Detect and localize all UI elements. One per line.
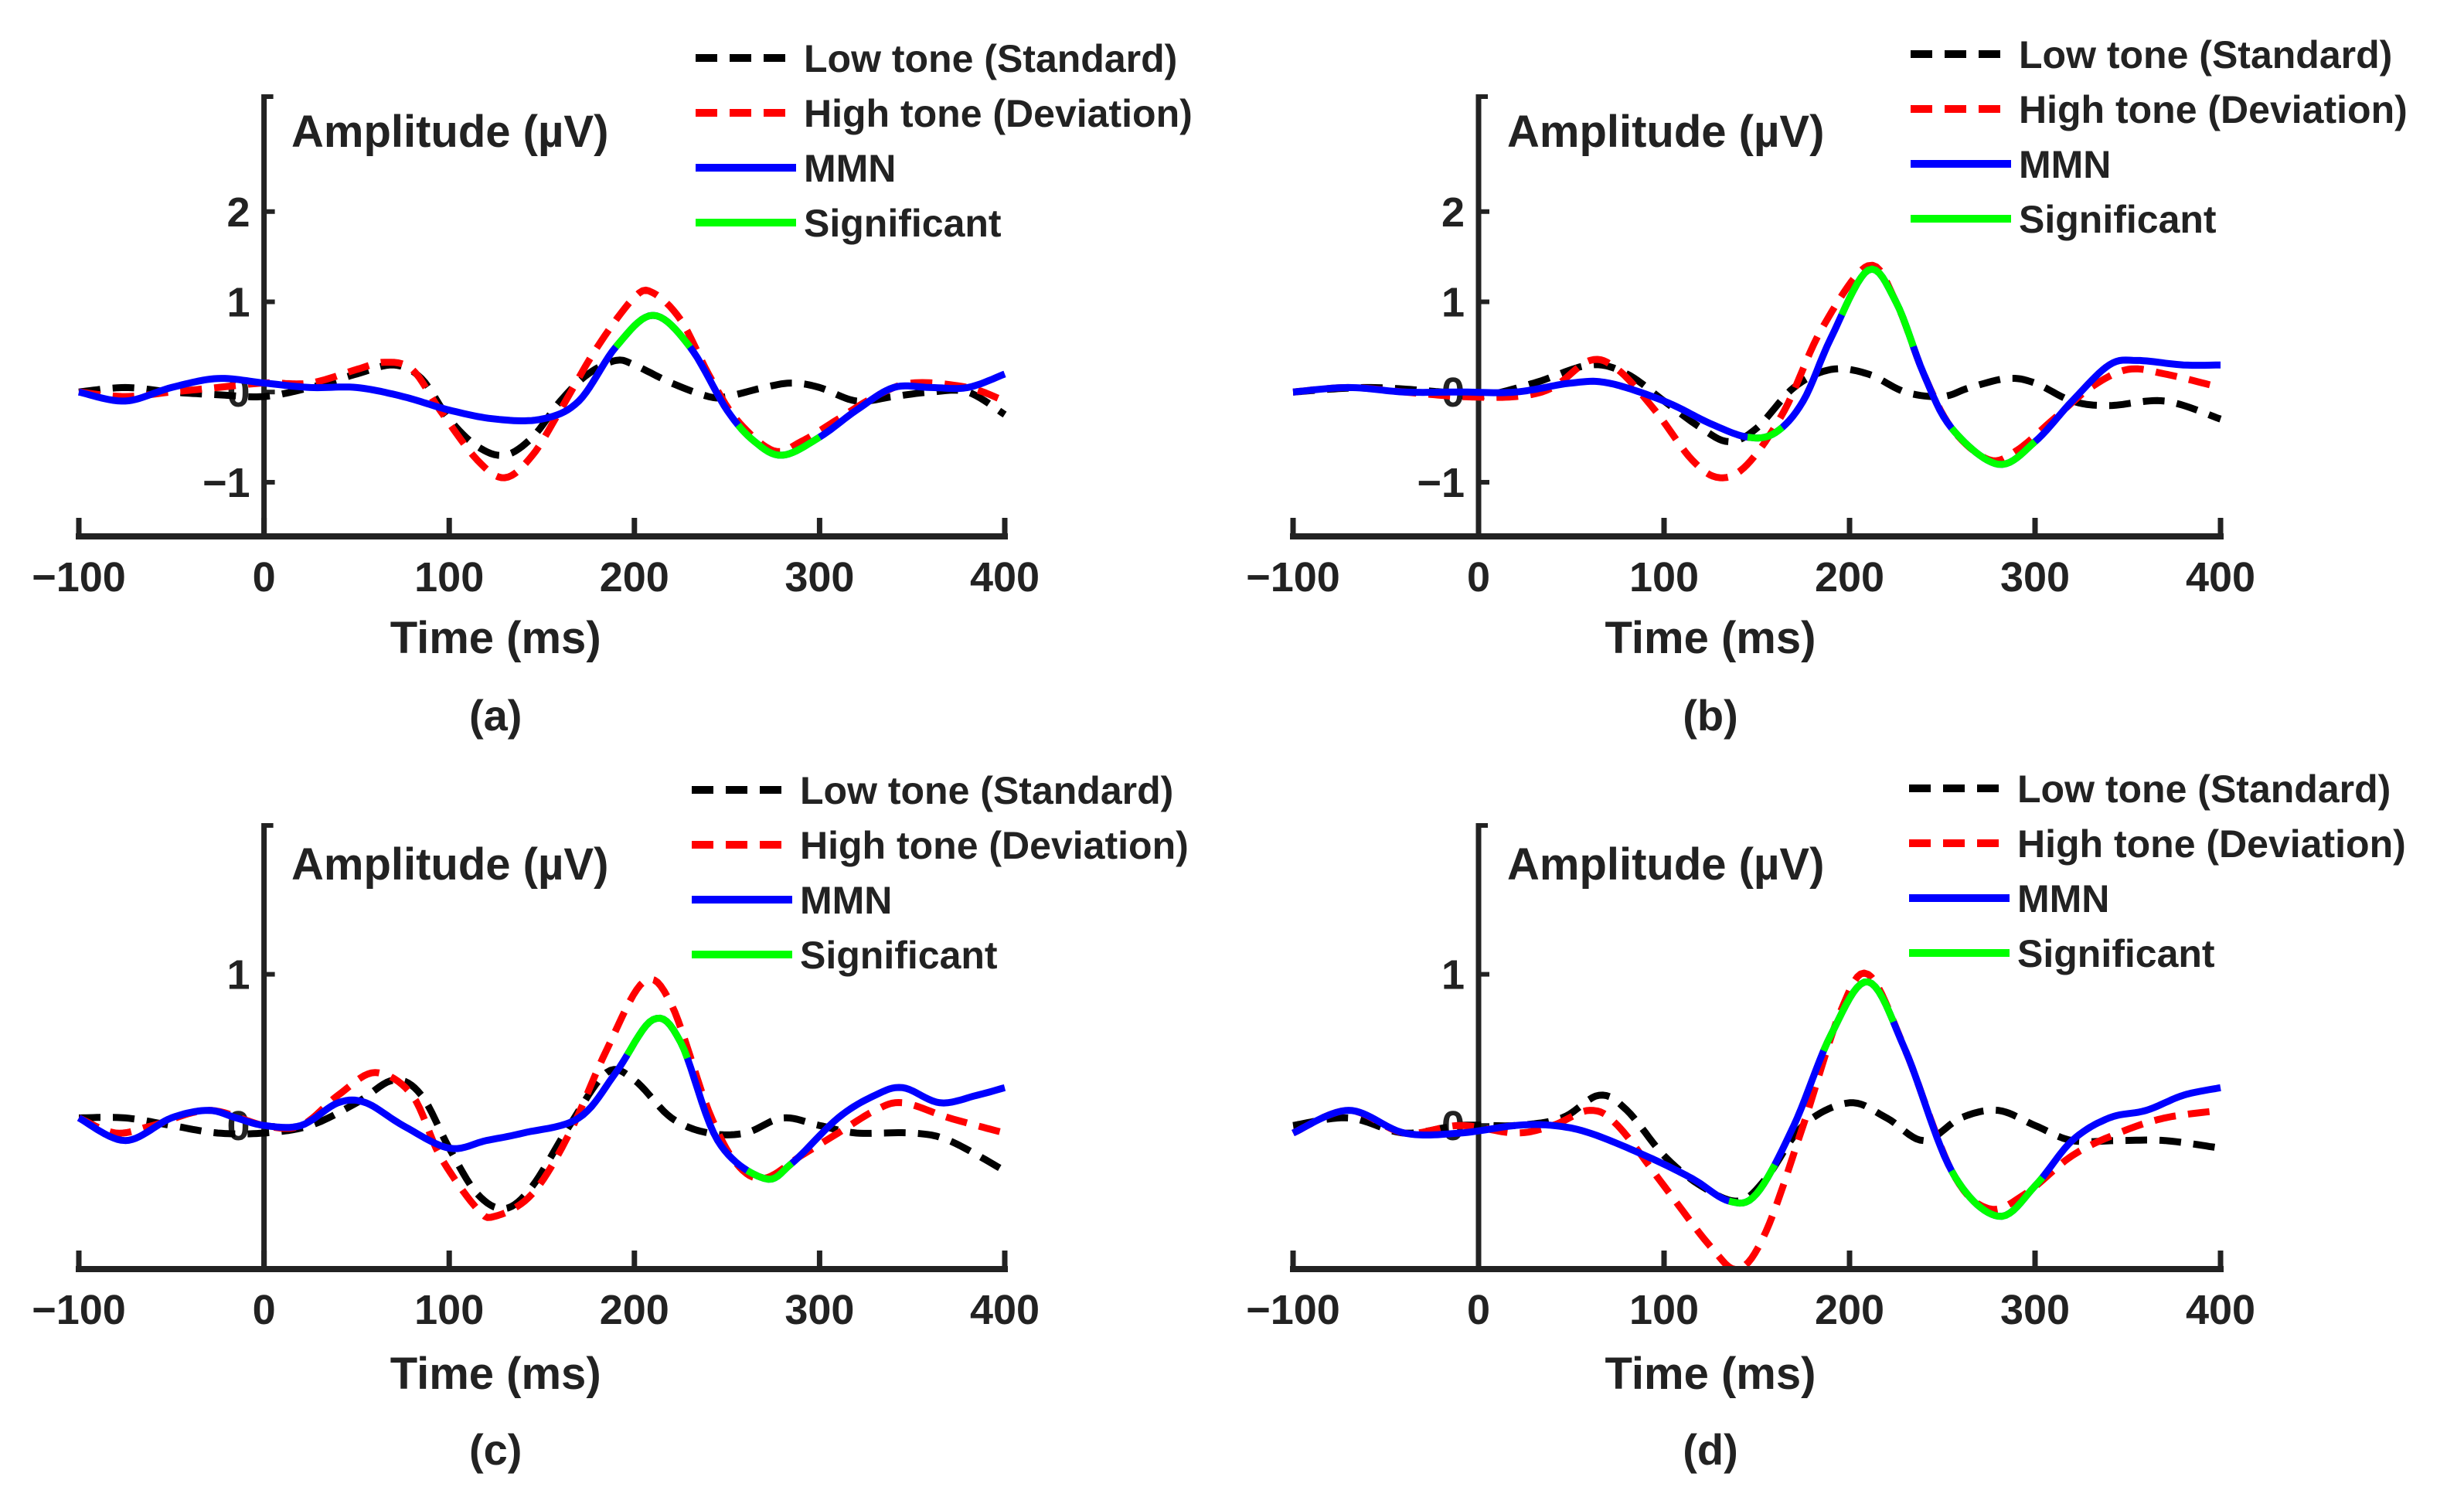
- legend-label: High tone (Deviation): [804, 92, 1193, 135]
- series-line-mmn: [77, 1014, 1006, 1183]
- significant-segment: [613, 311, 693, 349]
- legend-label: MMN: [804, 147, 896, 190]
- x-tick-label: 0: [253, 554, 276, 601]
- y-tick-label: 1: [227, 952, 250, 999]
- significant-segment: [1820, 978, 1897, 1053]
- significant-segment: [1948, 425, 2037, 468]
- x-tick-label: 100: [1629, 554, 1699, 601]
- significant-segment: [624, 1014, 691, 1060]
- x-tick-label: 200: [1815, 1287, 1884, 1333]
- y-tick-label: 1: [1441, 279, 1465, 325]
- significant-segment: [1948, 1169, 2046, 1220]
- legend-label: MMN: [2019, 143, 2111, 186]
- x-axis-label: Time (ms): [1605, 1349, 1816, 1399]
- series-line-high-tone-deviation: [77, 286, 1006, 482]
- series-line-mmn: [1292, 978, 2222, 1220]
- x-tick-label: 300: [784, 554, 854, 601]
- series-line-high-tone-deviation: [77, 975, 1006, 1221]
- y-tick-label: 2: [1441, 189, 1465, 236]
- x-tick-label: 400: [970, 554, 1040, 601]
- legend-label: Significant: [804, 202, 1002, 245]
- legend: Low tone (Standard) High tone (Deviation)…: [696, 37, 1193, 245]
- series-line-low-tone-standard: [1292, 361, 2222, 445]
- x-tick-label: −100: [1246, 1287, 1340, 1333]
- series-line-low-tone-standard: [77, 1066, 1007, 1213]
- legend: Low tone (Standard) High tone (Deviation)…: [692, 769, 1189, 977]
- x-tick-label: 0: [1467, 554, 1490, 601]
- significant-segment: [1727, 1162, 1778, 1207]
- x-tick-label: −100: [1246, 554, 1340, 601]
- x-tick-label: −100: [32, 1287, 126, 1333]
- series-line-high-tone-deviation: [1292, 969, 2222, 1266]
- legend-label: High tone (Deviation): [2017, 822, 2406, 866]
- panel-c: −100 0 100 200 300 400 0 1 Amplitude (µV) Time (m…: [32, 769, 1189, 1474]
- significant-segment: [735, 422, 822, 459]
- legend-label: Significant: [2017, 932, 2215, 975]
- legend-label: Low tone (Standard): [2017, 767, 2391, 811]
- y-axis-label: Amplitude (µV): [1507, 107, 1824, 157]
- legend-label: Significant: [2019, 198, 2217, 241]
- y-tick-label: 1: [1441, 952, 1465, 999]
- legend-label: High tone (Deviation): [2019, 88, 2408, 131]
- x-axis-label: Time (ms): [390, 613, 601, 663]
- x-tick-label: 300: [784, 1287, 854, 1333]
- x-tick-label: 200: [600, 554, 669, 601]
- significant-segment: [1838, 265, 1917, 348]
- legend: Low tone (Standard) High tone (Deviation)…: [1909, 767, 2406, 975]
- x-tick-label: 0: [253, 1287, 276, 1333]
- x-axis-label: Time (ms): [1605, 613, 1816, 663]
- y-axis-label: Amplitude (µV): [1507, 839, 1824, 890]
- y-tick-label: 1: [227, 279, 250, 325]
- x-tick-label: 400: [2186, 554, 2255, 601]
- legend-label: Low tone (Standard): [2019, 33, 2392, 77]
- series-line-high-tone-deviation: [1292, 261, 2222, 482]
- legend-label: MMN: [2017, 877, 2109, 921]
- legend: Low tone (Standard) High tone (Deviation)…: [1911, 33, 2408, 241]
- x-tick-label: 200: [1815, 554, 1884, 601]
- series-line-mmn: [77, 311, 1006, 459]
- x-tick-label: 100: [414, 1287, 484, 1333]
- x-tick-label: 300: [2000, 1287, 2070, 1333]
- x-tick-label: 300: [2000, 554, 2070, 601]
- x-tick-label: 400: [970, 1287, 1040, 1333]
- series-line-low-tone-standard: [1292, 1091, 2222, 1205]
- significant-segment: [1747, 424, 1785, 442]
- legend-label: High tone (Deviation): [800, 824, 1189, 867]
- x-tick-label: 200: [600, 1287, 669, 1333]
- legend-label: Significant: [800, 934, 998, 977]
- y-tick-label: 0: [227, 1103, 250, 1149]
- y-tick-label: −1: [202, 460, 250, 506]
- x-tick-label: −100: [32, 554, 126, 601]
- panel-label: (b): [1683, 691, 1738, 740]
- y-axis-label: Amplitude (µV): [291, 839, 608, 890]
- x-axis-label: Time (ms): [390, 1349, 601, 1399]
- y-tick-label: 2: [227, 189, 250, 236]
- legend-label: Low tone (Standard): [800, 769, 1173, 812]
- panel-label: (a): [469, 691, 522, 740]
- significant-segment: [745, 1160, 795, 1183]
- y-tick-label: −1: [1417, 460, 1465, 506]
- panel-label: (d): [1683, 1425, 1738, 1474]
- x-tick-label: 100: [414, 554, 484, 601]
- series-line-low-tone-standard: [77, 356, 1007, 459]
- x-tick-label: 400: [2186, 1287, 2255, 1333]
- x-tick-label: 100: [1629, 1287, 1699, 1333]
- y-axis-label: Amplitude (µV): [291, 107, 608, 157]
- panel-label: (c): [469, 1425, 522, 1474]
- x-tick-label: 0: [1467, 1287, 1490, 1333]
- legend-label: Low tone (Standard): [804, 37, 1177, 80]
- legend-label: MMN: [800, 879, 892, 922]
